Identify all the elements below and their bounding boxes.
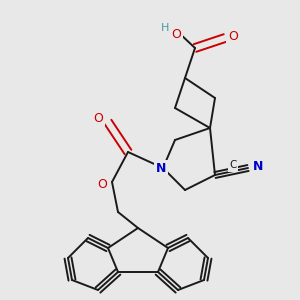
Text: H: H [161, 23, 169, 33]
Text: C: C [229, 160, 237, 170]
Text: N: N [253, 160, 263, 172]
Text: O: O [97, 178, 107, 190]
Text: N: N [156, 161, 166, 175]
Text: O: O [93, 112, 103, 124]
Text: O: O [171, 28, 181, 40]
Text: O: O [228, 29, 238, 43]
